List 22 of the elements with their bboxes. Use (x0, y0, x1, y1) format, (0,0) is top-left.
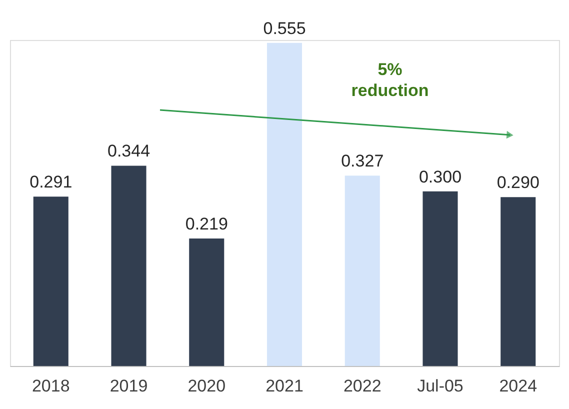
data-label: 0.290 (496, 173, 540, 192)
x-tick-label: 2018 (32, 376, 70, 396)
data-label: 0.291 (30, 172, 72, 192)
x-tick-label: 2020 (188, 376, 226, 396)
data-label: 0.555 (263, 18, 306, 38)
annotation: 5% reduction (351, 60, 429, 100)
x-tick-label: 2024 (499, 376, 538, 396)
data-label: 0.327 (341, 152, 384, 171)
data-label: 0.219 (185, 214, 228, 234)
data-label: 0.344 (107, 142, 150, 161)
bar (344, 176, 380, 366)
data-label: 0.300 (418, 167, 462, 186)
bar (266, 42, 302, 366)
bar (33, 196, 68, 366)
x-tick-label: Jul-05 (417, 376, 464, 396)
x-tick-label: 2021 (266, 376, 304, 396)
x-tick-label: 2019 (110, 376, 148, 396)
bar (500, 197, 536, 366)
bar (111, 166, 146, 366)
x-tick-label: 2022 (343, 376, 382, 396)
bar (422, 191, 458, 366)
bar (189, 238, 224, 366)
